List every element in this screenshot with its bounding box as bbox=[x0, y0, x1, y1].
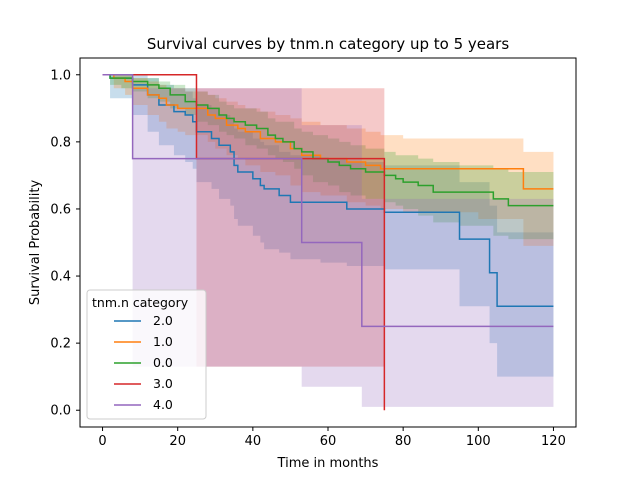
survival-line-1-0 bbox=[102, 74, 554, 190]
y-tick-label: 0.6 bbox=[50, 202, 71, 217]
survival-line-4-0 bbox=[102, 74, 554, 328]
x-tick-label: 100 bbox=[466, 434, 491, 449]
x-tick-label: 20 bbox=[169, 434, 186, 449]
x-tick-label: 60 bbox=[320, 434, 337, 449]
survival-lines bbox=[102, 74, 554, 411]
legend-title: tnm.n category bbox=[92, 295, 189, 310]
x-tick-label: 40 bbox=[245, 434, 262, 449]
y-tick-label: 1.0 bbox=[50, 68, 71, 83]
legend-label: 1.0 bbox=[153, 334, 173, 349]
x-tick-label: 120 bbox=[541, 434, 566, 449]
legend-label: 4.0 bbox=[153, 397, 173, 412]
y-tick-label: 0.4 bbox=[50, 270, 71, 285]
legend-label: 3.0 bbox=[153, 376, 173, 391]
survival-line-0-0 bbox=[102, 74, 554, 207]
y-tick-label: 0.8 bbox=[50, 135, 71, 150]
ci-band-2-0 bbox=[102, 74, 554, 377]
legend-label: 2.0 bbox=[153, 313, 173, 328]
ci-band-4-0 bbox=[102, 74, 554, 407]
legend-label: 0.0 bbox=[153, 355, 173, 370]
legend-box bbox=[86, 289, 207, 420]
legend: tnm.n category 2.0 1.0 0.0 3.0 4.0 bbox=[86, 289, 207, 420]
y-tick-label: 0.0 bbox=[50, 404, 71, 419]
legend-entries: 2.0 1.0 0.0 3.0 4.0 bbox=[114, 313, 173, 412]
chart-title: Survival curves by tnm.n category up to … bbox=[147, 35, 510, 53]
x-axis-ticks: 0 20 40 60 80 100 120 bbox=[98, 427, 566, 449]
x-tick-label: 0 bbox=[98, 434, 106, 449]
x-axis-label: Time in months bbox=[277, 456, 379, 471]
y-tick-label: 0.2 bbox=[50, 337, 71, 352]
y-axis-ticks: 0.0 0.2 0.4 0.6 0.8 1.0 bbox=[50, 68, 80, 419]
y-axis-label: Survival Probability bbox=[28, 180, 43, 306]
x-tick-label: 80 bbox=[395, 434, 412, 449]
ci-band-3-0 bbox=[102, 74, 385, 367]
